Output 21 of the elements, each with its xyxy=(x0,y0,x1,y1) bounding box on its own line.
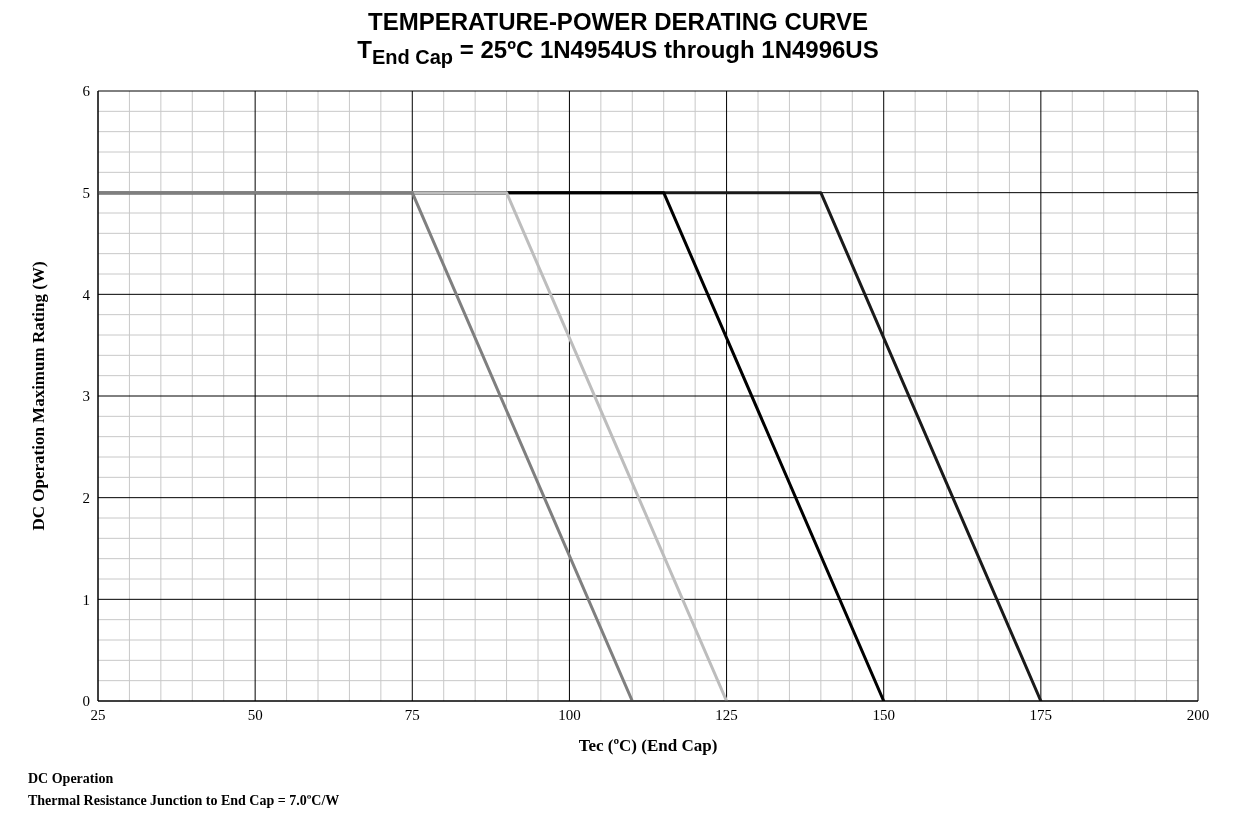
chart-subtitle: T$_{End Cap}$ = 25ºC 1N4954US through 1N4996US xyxy=(356,36,880,70)
x-tick-label: 125 xyxy=(715,706,738,723)
x-tick-label: 175 xyxy=(1029,706,1053,723)
x-tick-label: 150 xyxy=(872,706,895,723)
x-axis-title: Tec (ºC) (End Cap) xyxy=(578,735,718,755)
y-tick-label: 1 xyxy=(82,591,90,608)
x-tick-label: 75 xyxy=(404,706,420,723)
y-tick-label: 0 xyxy=(82,693,90,710)
x-tick-label: 50 xyxy=(247,706,263,723)
x-tick-label: 100 xyxy=(558,706,581,723)
y-tick-label: 6 xyxy=(82,83,91,100)
y-tick-label: 3 xyxy=(82,388,90,405)
x-tick-label: 200 xyxy=(1186,706,1210,723)
x-tick-label: 25 xyxy=(90,706,106,723)
text: Thermal Resistance Junction to End Cap = 7.0ºC/W xyxy=(28,792,341,809)
chart-title: TEMPERATURE-POWER DERATING CURVE xyxy=(367,8,869,36)
text: DC Operation xyxy=(28,770,115,787)
y-tick-label: 2 xyxy=(82,489,90,506)
y-tick-label: 5 xyxy=(82,184,90,201)
y-tick-label: 4 xyxy=(82,286,91,303)
y-axis-title: DC Operation Maximum Rating (W) xyxy=(29,261,49,531)
